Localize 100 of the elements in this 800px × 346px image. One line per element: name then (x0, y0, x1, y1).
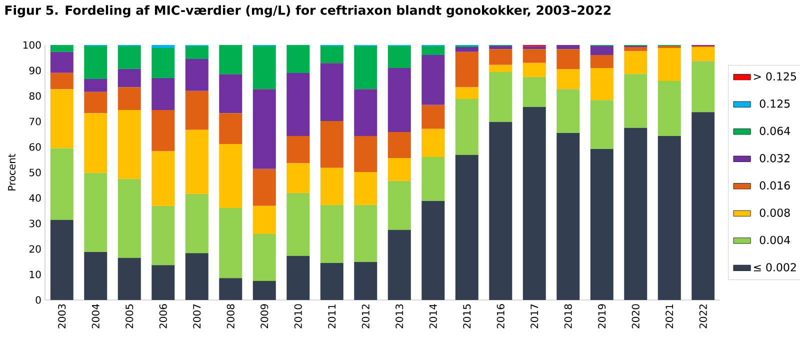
bar (252, 168, 276, 206)
bar (556, 68, 580, 90)
legend-label: ≤ 0.002 (754, 263, 796, 272)
bar (219, 45, 242, 74)
legend-label: 0.016 (760, 181, 790, 190)
bar (692, 47, 715, 62)
bar (388, 158, 411, 181)
bar (658, 80, 681, 136)
x-tick-label: 2020 (632, 304, 640, 328)
bar (624, 128, 648, 300)
bar (692, 61, 715, 112)
bar (354, 262, 378, 300)
bar (422, 156, 445, 202)
bar (556, 89, 580, 133)
bar (354, 136, 378, 172)
bar (118, 87, 141, 110)
x-tick-label: 2018 (564, 304, 572, 328)
bar (118, 178, 141, 258)
bar (286, 163, 310, 193)
bar (50, 45, 74, 52)
bar (455, 99, 478, 155)
x-tick-label: 2017 (530, 304, 538, 328)
bar (455, 154, 478, 300)
legend-label: 0.064 (760, 126, 790, 136)
bar (388, 132, 411, 158)
x-tick-label: 2007 (193, 304, 201, 328)
x-tick-label: 2021 (666, 304, 674, 328)
bar (354, 172, 378, 205)
y-tick-label: 80 (29, 92, 41, 100)
bar (152, 265, 175, 300)
bar (388, 68, 411, 132)
bar (590, 100, 614, 150)
legend-label: 0.004 (760, 236, 790, 244)
x-tick-label: 2003 (58, 304, 66, 328)
bar (152, 48, 175, 78)
bar (522, 106, 546, 300)
bar (320, 46, 344, 64)
legend-label: > 0.125 (754, 72, 796, 81)
bar (522, 62, 546, 77)
bar (286, 256, 310, 300)
x-tick-label: 2019 (598, 304, 606, 328)
legend-label: 0.032 (760, 154, 790, 162)
bar (50, 220, 74, 300)
bar (84, 252, 108, 300)
bar (422, 104, 445, 129)
bar (219, 144, 242, 208)
bar (152, 206, 175, 266)
y-tick-label: 10 (30, 270, 41, 278)
bar (624, 51, 648, 74)
bar (219, 278, 242, 300)
bar (219, 74, 242, 114)
y-tick-label: 90 (29, 66, 41, 74)
bar (556, 45, 580, 50)
bar (320, 168, 344, 205)
bar (489, 49, 512, 65)
bar (84, 78, 108, 92)
bar (556, 49, 580, 69)
bar (219, 208, 242, 278)
x-tick-label: 2009 (260, 304, 268, 328)
y-tick-label: 50 (30, 168, 41, 176)
bar (590, 149, 614, 300)
bar (388, 180, 411, 230)
y-tick-label: 30 (30, 220, 41, 228)
legend-label: 0.125 (760, 100, 790, 108)
bar (522, 76, 546, 107)
bar (522, 49, 546, 63)
bar (185, 194, 208, 254)
bar (252, 46, 276, 90)
bar (388, 46, 411, 68)
x-tick-label: 2012 (362, 304, 370, 328)
x-tick-label: 2004 (92, 304, 100, 328)
bar (624, 74, 648, 128)
bar (489, 64, 512, 72)
bar (590, 68, 614, 100)
bar (252, 280, 276, 300)
bar (489, 46, 512, 50)
y-tick-label: 20 (29, 245, 41, 253)
bar (252, 89, 276, 169)
bar (590, 46, 614, 55)
bar (455, 87, 478, 100)
bar (286, 73, 310, 136)
y-tick-label: 100 (23, 41, 41, 49)
x-tick-label: 2006 (159, 304, 167, 328)
x-tick-label: 2016 (496, 304, 504, 328)
bar (152, 78, 175, 110)
y-tick-label: 0 (36, 296, 41, 304)
x-tick-label: 2008 (226, 304, 234, 328)
x-tick-label: 2014 (429, 304, 437, 328)
bar (286, 45, 310, 74)
bar (354, 204, 378, 262)
bar (422, 128, 445, 157)
bar (489, 72, 512, 122)
bar (84, 113, 108, 173)
bar (455, 47, 478, 52)
bar (118, 68, 141, 88)
bar (84, 92, 108, 114)
bar (286, 192, 310, 256)
bar (152, 151, 175, 206)
x-tick-label: 2005 (126, 304, 134, 328)
bar (320, 204, 344, 264)
